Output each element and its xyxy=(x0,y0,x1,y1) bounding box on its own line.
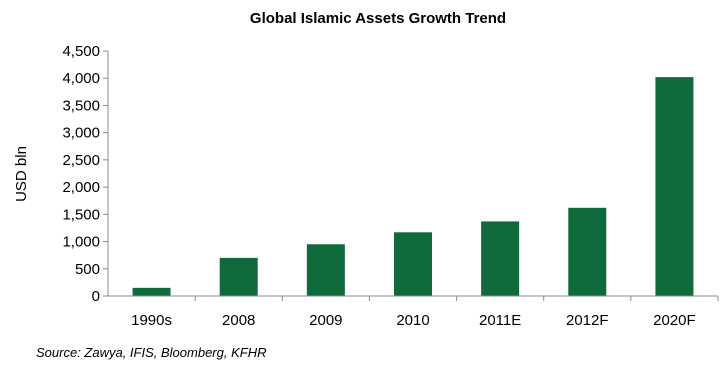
chart-title: Global Islamic Assets Growth Trend xyxy=(250,10,506,27)
bar-2012f xyxy=(568,207,607,296)
bar-2009 xyxy=(306,244,345,296)
bars xyxy=(132,77,694,296)
x-tick-label: 2011E xyxy=(479,312,521,329)
y-tick-label: 4,500 xyxy=(62,43,100,60)
y-tick-label: 1,000 xyxy=(62,234,100,251)
y-tick-label: 0 xyxy=(92,288,100,305)
y-tick-label: 2,500 xyxy=(62,152,100,169)
y-tick-label: 3,000 xyxy=(62,125,100,142)
y-axis-ticks: 0 500 1,000 1,500 2,000 2,500 3,000 3,500 4,000 4… xyxy=(62,43,108,305)
x-tick-label: 2012F xyxy=(566,312,609,329)
bar-2011e xyxy=(481,221,520,296)
bar-2008 xyxy=(219,257,258,296)
x-axis-ticks: 1990s 2008 2009 2010 2011E 2012F 2020F xyxy=(131,296,719,329)
y-tick-label: 2,000 xyxy=(62,179,100,196)
bar-2020f xyxy=(655,77,694,296)
x-tick-label: 2020F xyxy=(653,312,696,329)
bar-1990s xyxy=(132,287,171,296)
y-tick-label: 500 xyxy=(75,261,100,278)
y-axis-label: USD bln xyxy=(13,146,30,202)
x-tick-label: 2008 xyxy=(222,312,255,329)
y-tick-label: 3,500 xyxy=(62,97,100,114)
source-note: Source: Zawya, IFIS, Bloomberg, KFHR xyxy=(36,345,266,360)
y-tick-label: 1,500 xyxy=(62,206,100,223)
x-tick-label: 2010 xyxy=(396,312,429,329)
bar-2010 xyxy=(394,232,432,296)
x-tick-label: 1990s xyxy=(131,312,172,329)
y-tick-label: 4,000 xyxy=(62,70,100,87)
x-tick-label: 2009 xyxy=(309,312,342,329)
